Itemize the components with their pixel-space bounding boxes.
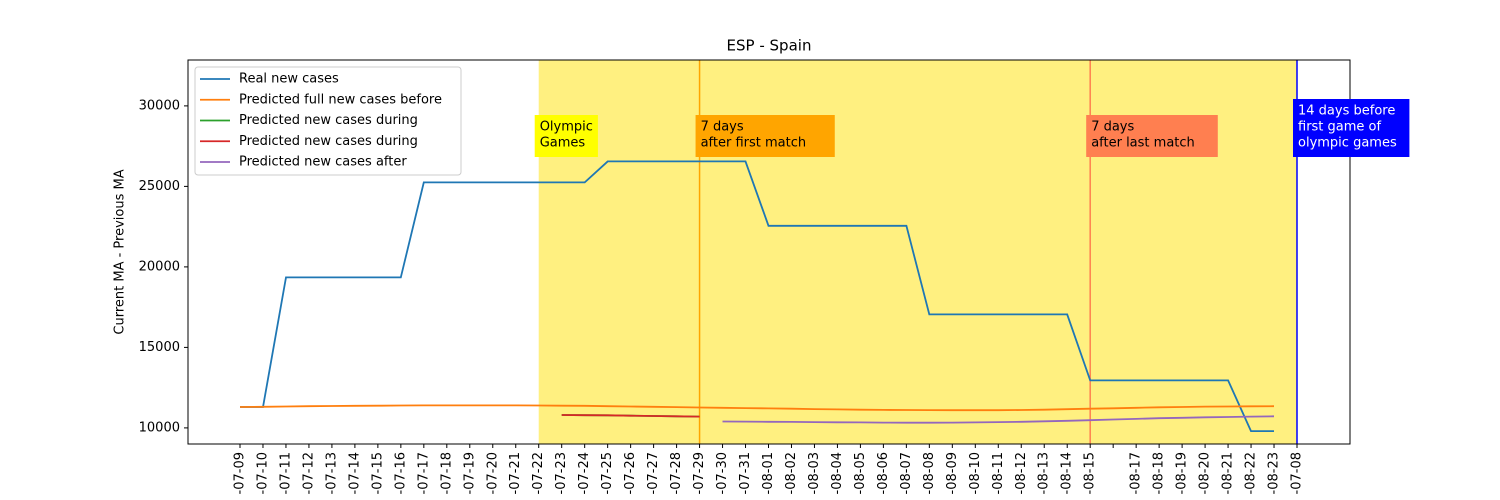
annotation-text: 7 days: [701, 120, 744, 135]
annotation-box: [1086, 115, 1218, 157]
x-tick-label: -08-19: [1175, 452, 1190, 494]
x-tick-label: -08-01: [761, 452, 776, 494]
x-tick-label: -07-14: [347, 452, 362, 494]
legend-label: Predicted new cases after: [239, 155, 407, 170]
x-tick-label: -08-20: [1198, 452, 1213, 494]
x-tick-label: -07-31: [738, 452, 753, 494]
series-line: [722, 415, 1275, 424]
x-tick-label: -08-05: [853, 452, 868, 494]
x-tick-label: -08-21: [1221, 452, 1236, 494]
y-tick-label: 30000: [139, 98, 180, 113]
y-axis-label: Current MA - Previous MA: [113, 169, 128, 334]
x-tick-label: -08-18: [1152, 452, 1167, 494]
annotation-text: after last match: [1091, 136, 1195, 151]
y-tick-label: 15000: [139, 340, 180, 355]
y-tick-label: 10000: [139, 420, 180, 435]
x-tick-label: -08-03: [807, 452, 822, 494]
x-tick-label: -07-17: [416, 452, 431, 494]
x-tick-label: -07-15: [370, 452, 385, 494]
chart-title: ESP - Spain: [727, 37, 812, 55]
x-tick-label: -08-22: [1244, 452, 1259, 494]
x-tick-label: -07-30: [715, 452, 730, 494]
annotation-text: Olympic: [540, 120, 593, 135]
x-tick-label: -08-13: [1037, 452, 1052, 494]
x-tick-label: -07-22: [531, 452, 546, 494]
x-tick-label: -07-23: [554, 452, 569, 494]
x-tick-label: -08-09: [945, 452, 960, 494]
x-tick-label: -08-06: [876, 452, 891, 494]
x-tick-label: -08-17: [1129, 452, 1144, 494]
x-tick-label: -07-11: [278, 452, 293, 494]
x-tick-label: -08-12: [1014, 452, 1029, 494]
annotation-text: Games: [540, 136, 586, 151]
series-line: [240, 160, 1274, 432]
legend-label: Real new cases: [239, 72, 339, 87]
x-tick-label: -07-25: [600, 452, 615, 494]
x-tick-label: -08-14: [1060, 452, 1075, 494]
annotation-box: [695, 115, 835, 157]
annotation-text: 14 days before: [1298, 104, 1395, 119]
x-tick-label: -08-10: [968, 452, 983, 494]
x-tick-label: -07-29: [692, 452, 707, 494]
annotation-text: 7 days: [1091, 120, 1134, 135]
x-tick-label: -07-20: [485, 452, 500, 494]
x-tick-label: -07-09: [233, 452, 248, 494]
x-tick-label: -07-19: [462, 452, 477, 494]
legend-label: Predicted full new cases before: [239, 92, 442, 107]
x-tick-label: -08-11: [991, 452, 1006, 494]
x-tick-label: -08-23: [1267, 452, 1282, 494]
annotation-text: after first match: [701, 136, 807, 151]
x-tick-label: -07-13: [324, 452, 339, 494]
series-line: [239, 404, 1275, 412]
y-tick-label: 25000: [139, 179, 180, 194]
x-tick-label: -08-02: [784, 452, 799, 494]
x-tick-label: -07-10: [255, 452, 270, 494]
x-tick-label: -07-24: [577, 452, 592, 494]
legend-frame: [194, 66, 462, 176]
x-tick-label: -07-16: [393, 452, 408, 494]
x-tick-label: -07-18: [439, 452, 454, 494]
x-tick-label: -07-12: [301, 452, 316, 494]
x-tick-label: -07-21: [508, 452, 523, 494]
x-tick-label: -07-27: [646, 452, 661, 494]
legend-label: Predicted new cases during: [239, 113, 418, 128]
legend-label: Predicted new cases during: [239, 134, 418, 149]
x-tick-label: -08-04: [830, 452, 845, 494]
annotation-text: first game of: [1298, 120, 1382, 135]
annotation-box: [1293, 99, 1410, 157]
x-tick-label: -08-07: [899, 452, 914, 494]
x-tick-label: -07-28: [669, 452, 684, 494]
y-tick-label: 20000: [139, 259, 180, 274]
series-line: [561, 414, 700, 418]
x-tick-label: -08-08: [922, 452, 937, 494]
annotation-text: olympic games: [1298, 136, 1397, 151]
annotation-box: [534, 115, 598, 157]
x-tick-label: -07-08: [1290, 452, 1305, 494]
x-tick-label: -07-26: [623, 452, 638, 494]
legend: Real new cases Predicted full new cases b…: [194, 66, 462, 176]
x-tick-label: -08-15: [1083, 452, 1098, 494]
